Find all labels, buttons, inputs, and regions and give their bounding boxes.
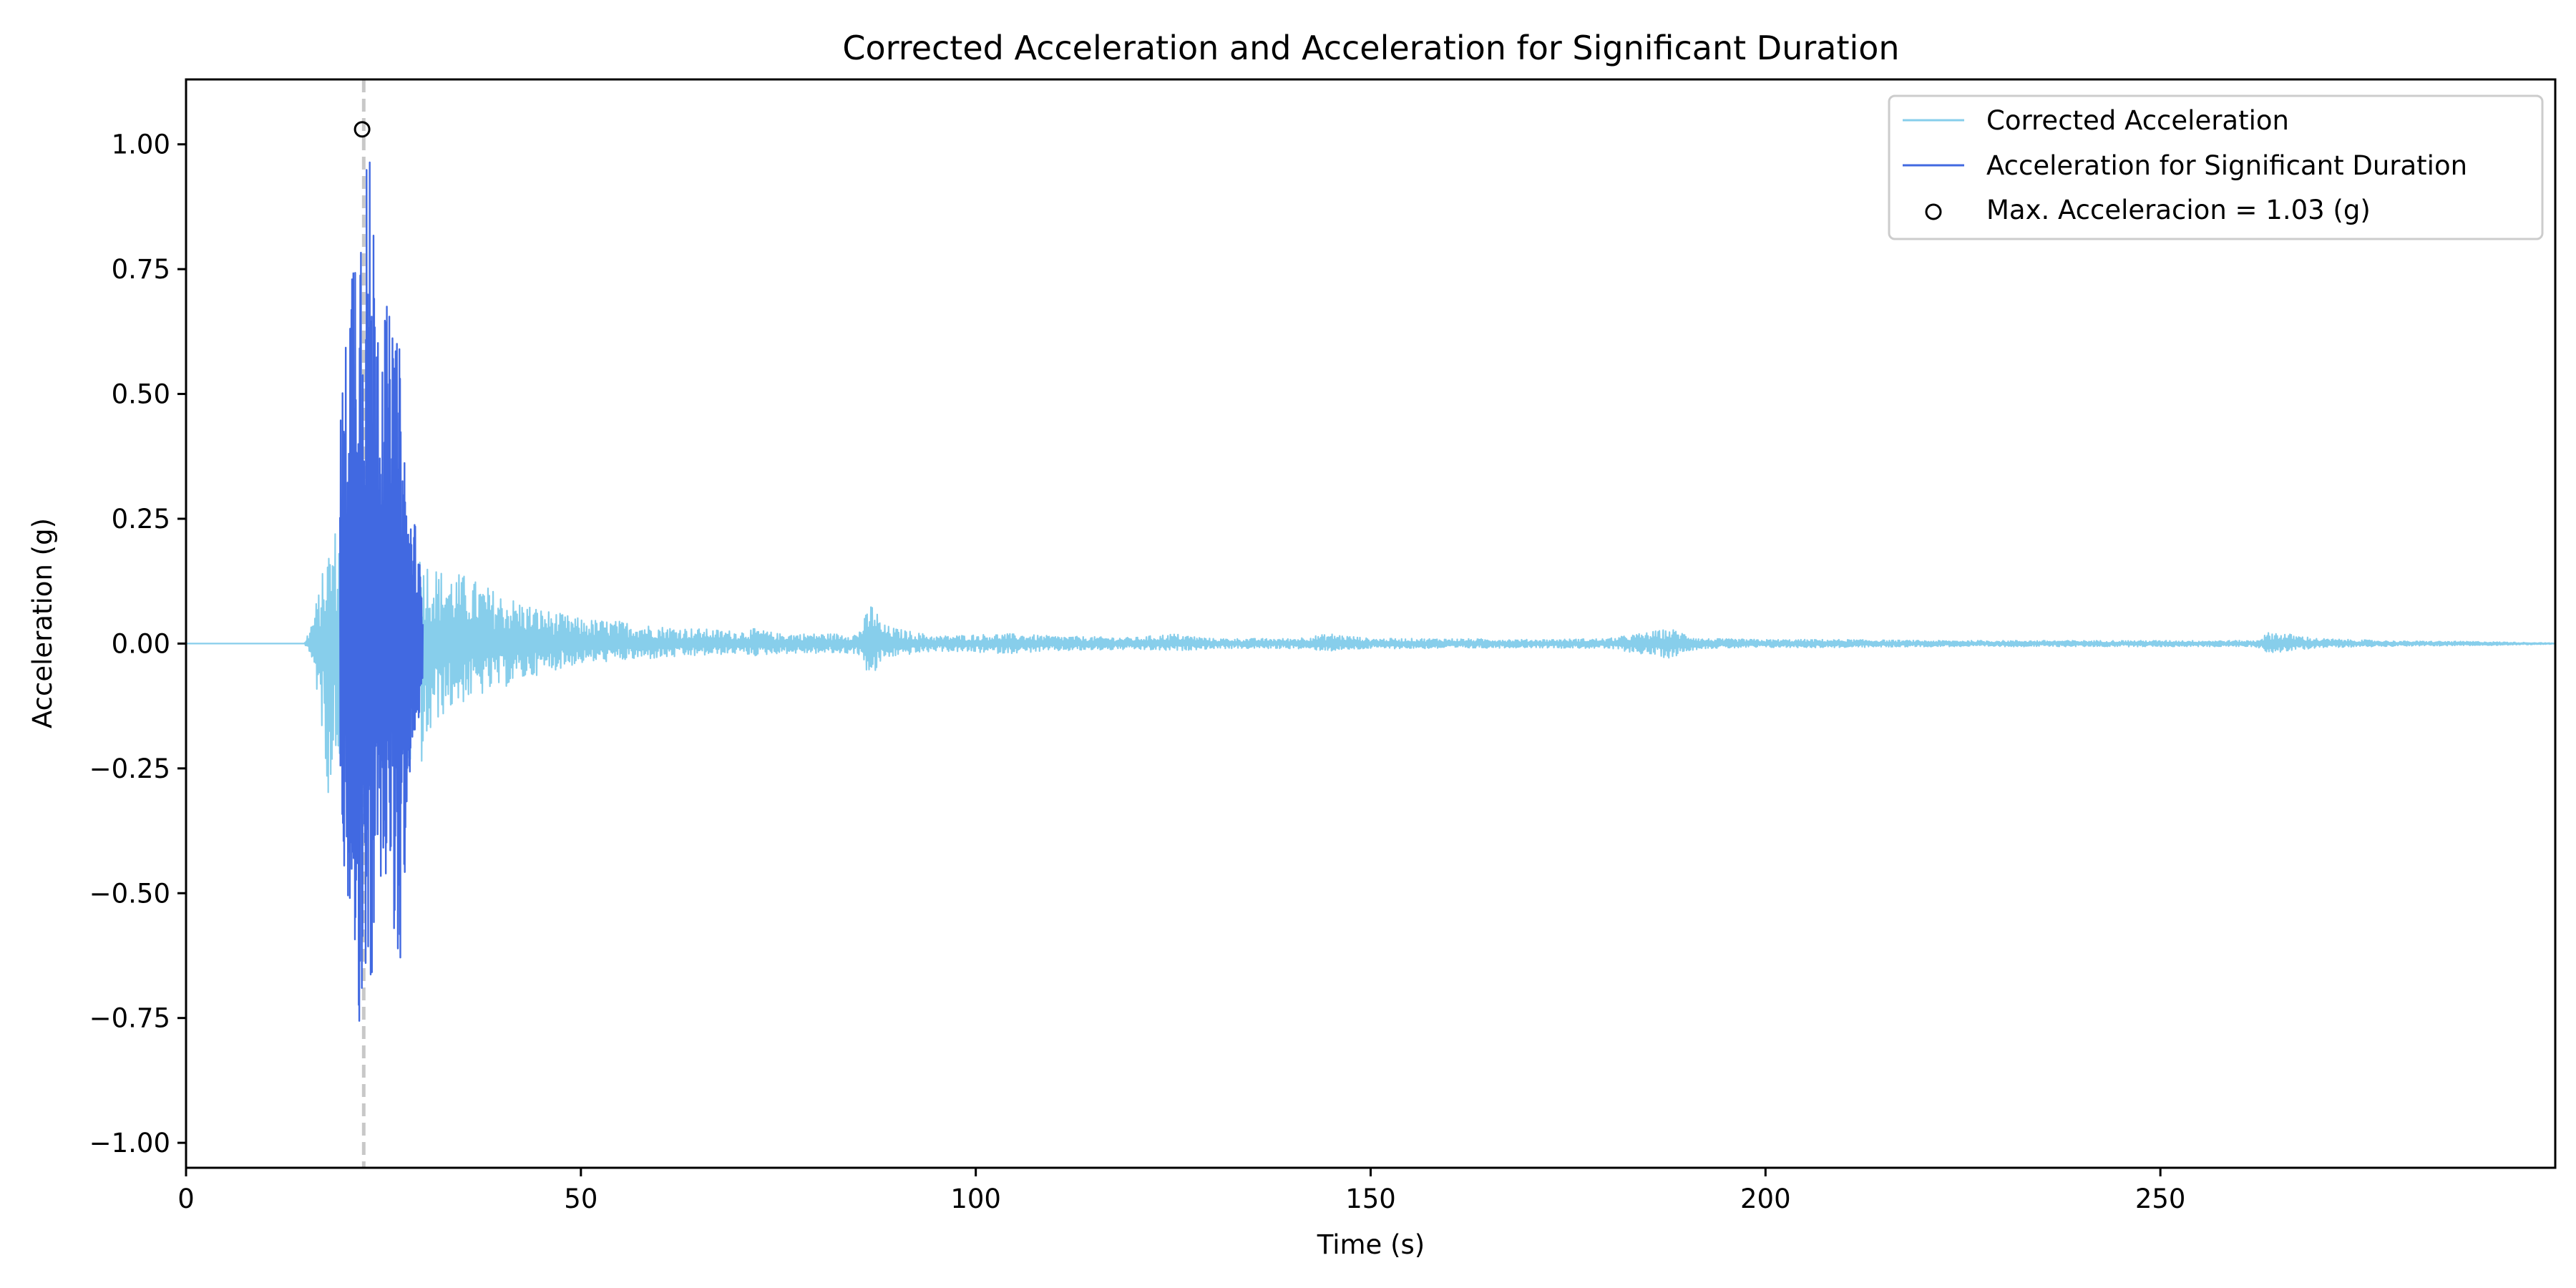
- x-tick-label: 250: [2135, 1184, 2186, 1214]
- y-axis-label: Acceleration (g): [27, 518, 58, 728]
- chart-title: Corrected Acceleration and Acceleration …: [842, 29, 1899, 67]
- legend-label-corrected: Corrected Acceleration: [1986, 105, 2289, 136]
- legend-marker-max: [1925, 203, 1942, 220]
- legend-label-max: Max. Acceleracion = 1.03 (g): [1986, 195, 2371, 225]
- x-axis-label: Time (s): [1317, 1229, 1425, 1260]
- x-tick-label: 0: [177, 1184, 195, 1214]
- y-tick-label: 0.50: [112, 379, 170, 410]
- x-tick-label: 200: [1740, 1184, 1791, 1214]
- x-axis: 0 50 100 150 200 250: [177, 1168, 2185, 1214]
- series-corrected-acceleration: [186, 533, 2555, 794]
- legend-box: [1888, 94, 2544, 240]
- series-acceleration-significant-duration: [339, 161, 424, 1022]
- y-axis: −1.00 −0.75 −0.50 −0.25 0.00 0.25 0.50 0.75 1.00: [89, 130, 186, 1158]
- max-acceleration-marker: [353, 121, 371, 138]
- legend-label-significant: Acceleration for Significant Duration: [1986, 150, 2467, 181]
- x-tick-label: 50: [564, 1184, 597, 1214]
- legend: Corrected Acceleration Acceleration for …: [1888, 94, 2544, 240]
- y-tick-label: 0.75: [112, 254, 170, 285]
- y-tick-label: −0.50: [89, 878, 170, 909]
- y-tick-label: 1.00: [112, 130, 170, 160]
- y-tick-label: 0.00: [112, 628, 170, 659]
- series-line: [339, 161, 424, 1022]
- y-tick-label: 0.25: [112, 504, 170, 535]
- series-line: [186, 533, 2555, 794]
- y-tick-label: −1.00: [89, 1128, 170, 1158]
- plot-area: [186, 79, 2555, 1168]
- y-tick-label: −0.25: [89, 753, 170, 784]
- y-tick-label: −0.75: [89, 1003, 170, 1034]
- x-tick-label: 150: [1345, 1184, 1396, 1214]
- x-tick-label: 100: [950, 1184, 1001, 1214]
